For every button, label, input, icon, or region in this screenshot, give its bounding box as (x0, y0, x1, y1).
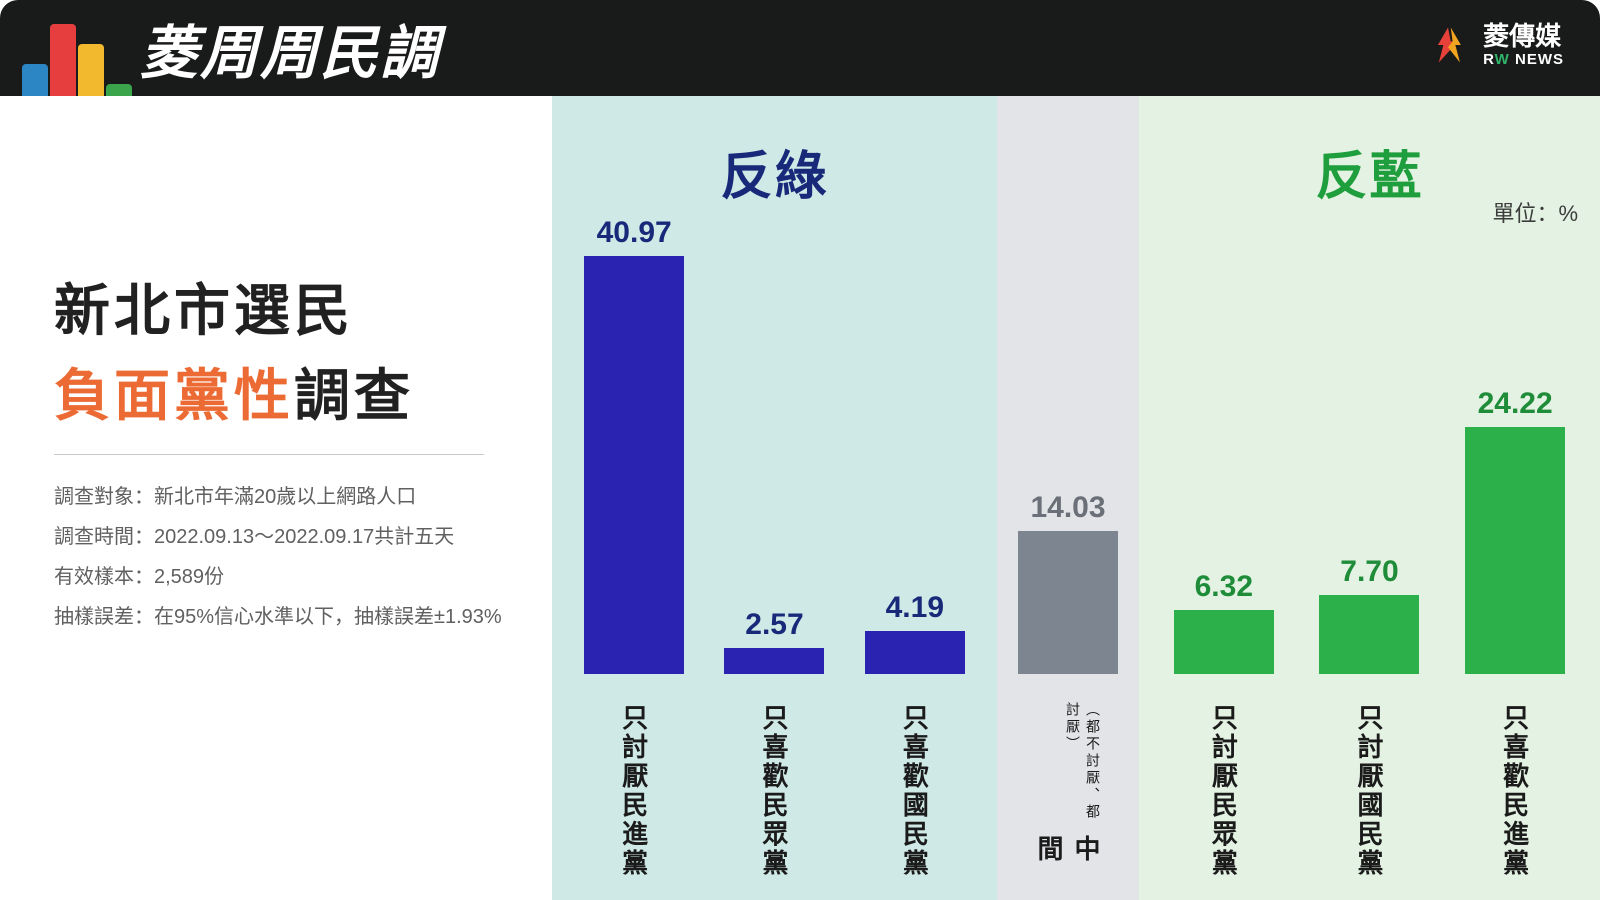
bar-label: 只喜歡民進黨 (1497, 688, 1534, 900)
zone-label-anti-green: 反綠 (552, 134, 997, 194)
bar-value: 2.57 (745, 608, 803, 642)
zone-label-anti-blue: 反藍 (1139, 134, 1600, 194)
bar-col: 7.70只討厭國民黨 (1309, 555, 1429, 674)
header-title: 菱周周民調 (140, 6, 440, 90)
bar-label: 只討厭民眾黨 (1205, 688, 1242, 900)
bar-value: 24.22 (1478, 387, 1553, 421)
brand-text-en: RW NEWS (1483, 51, 1564, 68)
bar-value: 14.03 (1030, 491, 1105, 525)
bar-value: 6.32 (1195, 570, 1253, 604)
title-line-1: 新北市選民 (54, 266, 522, 347)
brand-icon (1425, 22, 1471, 68)
bar-rect (1174, 610, 1274, 674)
bar-label: （都不討厭、都討厭）中間 (1031, 688, 1105, 900)
bars-mid: 14.03 （都不討厭、都討厭）中間 (997, 236, 1139, 900)
meta-line: 有效樣本：2,589份 (54, 557, 522, 597)
bar-value: 40.97 (597, 216, 672, 250)
zone-anti-green: 反綠 40.97只討厭民進黨2.57只喜歡民眾黨4.19只喜歡國民黨 (552, 96, 997, 900)
zone-anti-blue: 反藍 單位：% 6.32只討厭民眾黨7.70只討厭國民黨24.22只喜歡民進黨 (1139, 96, 1600, 900)
meta-line: 調查對象：新北市年滿20歲以上網路人口 (54, 477, 522, 517)
bar-label: 只討厭國民黨 (1351, 688, 1388, 900)
bar-label: 只討厭民進黨 (616, 688, 653, 900)
unit-label: 單位：% (1492, 196, 1578, 228)
bar-rect (724, 648, 824, 674)
bar-label: 只喜歡國民黨 (896, 688, 933, 900)
chart-area: 反綠 40.97只討厭民進黨2.57只喜歡民眾黨4.19只喜歡國民黨 14.03… (552, 96, 1600, 900)
left-panel: 新北市選民 負面黨性調查 調查對象：新北市年滿20歲以上網路人口 調查時間：20… (0, 96, 552, 900)
meta-line: 抽樣誤差：在95%信心水準以下，抽樣誤差±1.93% (54, 597, 522, 637)
bar-col: 40.97只討厭民進黨 (574, 216, 694, 674)
bars-anti-green: 40.97只討厭民進黨2.57只喜歡民眾黨4.19只喜歡國民黨 (552, 236, 997, 900)
header-bar: 菱周周民調 菱傳媒 RW NEWS (0, 0, 1600, 96)
brand-block: 菱傳媒 RW NEWS (1425, 22, 1564, 68)
divider (54, 454, 484, 455)
meta-block: 調查對象：新北市年滿20歲以上網路人口 調查時間：2022.09.13～2022… (54, 477, 522, 637)
brand-text: 菱傳媒 RW NEWS (1483, 22, 1564, 68)
bar-label: 只喜歡民眾黨 (756, 688, 793, 900)
bar-value: 7.70 (1340, 555, 1398, 589)
bar-rect (865, 631, 965, 674)
bar-col: 24.22只喜歡民進黨 (1455, 387, 1575, 674)
bar-col: 2.57只喜歡民眾黨 (714, 608, 834, 674)
bar-rect (584, 256, 684, 674)
bar-rect (1018, 531, 1118, 674)
bar-col: 14.03（都不討厭、都討厭）中間 (1009, 491, 1127, 674)
bars-anti-blue: 6.32只討厭民眾黨7.70只討厭國民黨24.22只喜歡民進黨 (1139, 236, 1600, 900)
bar-col: 4.19只喜歡國民黨 (855, 591, 975, 674)
bar-value: 4.19 (886, 591, 944, 625)
bar-rect (1319, 595, 1419, 674)
title-line-2: 負面黨性調查 (54, 351, 522, 432)
meta-line: 調查時間：2022.09.13～2022.09.17共計五天 (54, 517, 522, 557)
bar-col: 6.32只討厭民眾黨 (1164, 570, 1284, 674)
brand-text-cn: 菱傳媒 (1483, 22, 1564, 51)
zone-label-mid (997, 134, 1139, 194)
bar-rect (1465, 427, 1565, 674)
zone-mid: 14.03 （都不討厭、都討厭）中間 (997, 96, 1139, 900)
content: 新北市選民 負面黨性調查 調查對象：新北市年滿20歲以上網路人口 調查時間：20… (0, 96, 1600, 900)
